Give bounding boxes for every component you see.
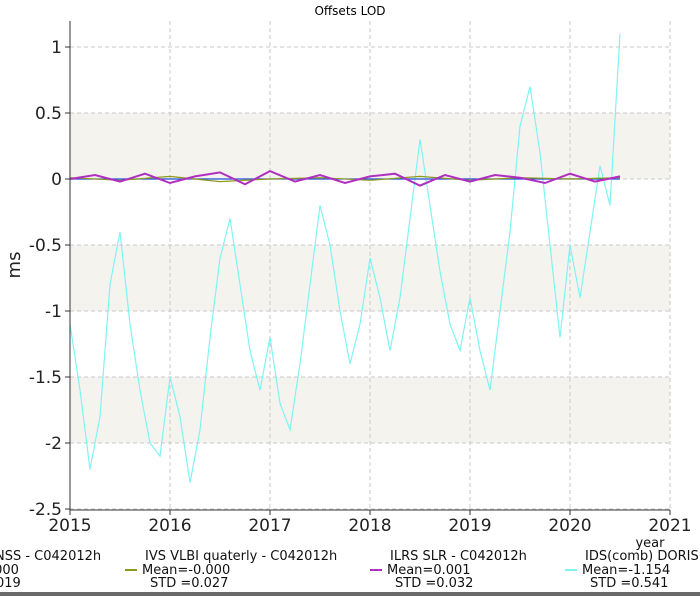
legend-std-1: STD =0.027 [150,576,228,591]
y-tick-label-3: -0.5 [29,236,62,256]
y-tick-label-2: 0 [51,170,62,190]
legend: NSS - C042012h.000019 IVS VLBI quaterly -… [0,549,700,591]
x-tick-label-4: 2019 [448,516,491,536]
y-tick-label-7: -2.5 [29,500,62,520]
legend-mean-3: Mean=-1.154 [582,563,670,578]
x-tick-label-1: 2016 [148,516,191,536]
series-line-3 [69,33,621,483]
legend-name-1: IVS VLBI quaterly - C042012h [145,549,337,564]
x-tick-label-0: 2015 [48,516,91,536]
x-tick-label-3: 2018 [348,516,391,536]
series-line-2 [69,169,621,187]
x-tick-label-6: 2021 [648,516,691,536]
legend-std-3: STD =0.541 [590,576,668,591]
x-tick-label-2: 2017 [248,516,291,536]
x-axis-label: year [635,536,665,551]
legend-name-2: ILRS SLR - C042012h [390,549,527,564]
y-tick-label-0: 1 [51,38,62,58]
y-axis-label: ms [4,252,25,279]
legend-std-0: 019 [0,576,21,591]
bottom-divider [0,592,700,596]
y-tick-label-6: -2 [45,434,62,454]
y-tick-label-5: -1.5 [29,368,62,388]
legend-mean-2: Mean=0.001 [387,563,471,578]
legend-mean-1: Mean=-0.000 [142,563,230,578]
chart-title: Offsets LOD [314,4,385,18]
y-tick-label-4: -1 [45,302,62,322]
legend-mean-0: .000 [0,563,19,578]
x-tick-label-5: 2020 [548,516,591,536]
legend-std-2: STD =0.032 [395,576,473,591]
grid-lines [69,21,671,510]
legend-name-0: NSS - C042012h [0,549,101,564]
series-layer [69,33,621,483]
y-tick-label-1: 0.5 [35,104,62,124]
series-line-1 [69,175,621,183]
legend-name-3: IDS(comb) DORIS - [585,549,700,564]
